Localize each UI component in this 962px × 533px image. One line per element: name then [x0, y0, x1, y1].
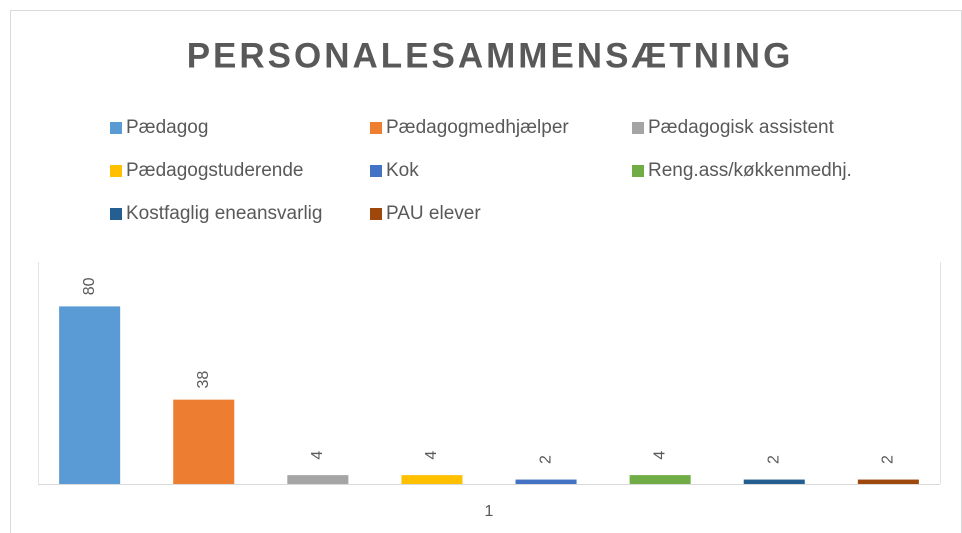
- bar: [287, 475, 349, 484]
- legend-swatch: [370, 165, 382, 177]
- legend-label: Reng.ass/køkkenmedhj.: [648, 160, 852, 181]
- bar: [629, 475, 691, 484]
- legend-label: PAU elever: [386, 203, 481, 224]
- legend-label: Pædagogmedhjælper: [386, 117, 569, 138]
- chart-frame: [10, 10, 962, 533]
- value-label: 4: [651, 451, 668, 460]
- bar: [59, 306, 121, 484]
- legend-swatch: [632, 122, 644, 134]
- legend-swatch: [110, 122, 122, 134]
- legend-label: Pædagog: [126, 117, 208, 138]
- value-label: 2: [880, 455, 897, 464]
- bar: [743, 479, 805, 484]
- legend-swatch: [110, 165, 122, 177]
- legend-label: Pædagogisk assistent: [648, 117, 835, 138]
- legend-label: Kostfaglig eneansvarlig: [126, 203, 322, 224]
- bar: [515, 479, 577, 484]
- bar: [401, 475, 463, 484]
- value-label: 4: [423, 451, 440, 460]
- legend-swatch: [370, 122, 382, 134]
- value-label: 80: [81, 277, 98, 295]
- value-label: 2: [765, 455, 782, 464]
- chart-title: PERSONALESAMMENSÆTNING: [187, 36, 794, 75]
- legend-label: Pædagogstuderende: [126, 160, 303, 181]
- value-label: 2: [537, 455, 554, 464]
- legend-swatch: [370, 208, 382, 220]
- x-tick-label: 1: [485, 503, 494, 520]
- legend-swatch: [110, 208, 122, 220]
- bar: [857, 479, 919, 484]
- legend-label: Kok: [386, 160, 419, 181]
- value-label: 4: [309, 451, 326, 460]
- legend-swatch: [632, 165, 644, 177]
- value-label: 38: [195, 371, 212, 389]
- bar: [173, 399, 235, 484]
